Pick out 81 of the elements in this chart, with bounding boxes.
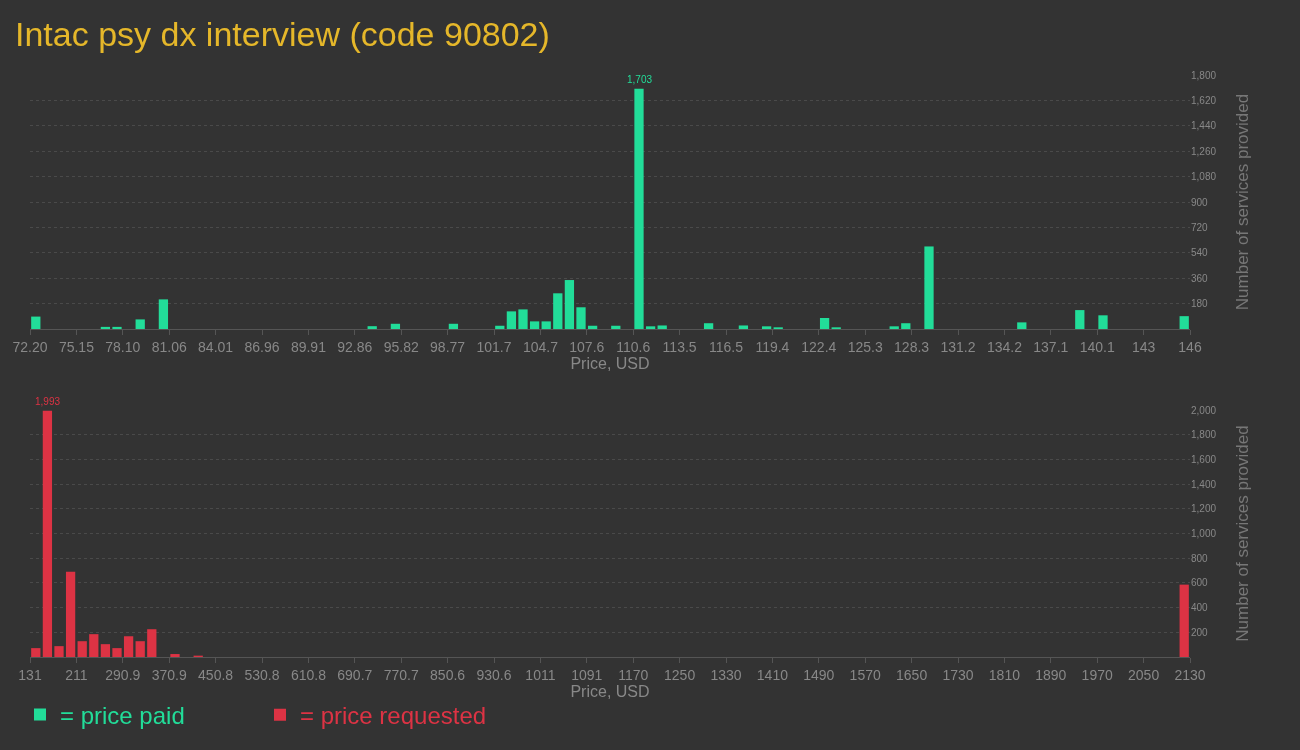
x-tick-label: 119.4 — [755, 338, 790, 355]
x-tick-label: 137.1 — [1033, 338, 1069, 355]
x-tick-label: 850.6 — [430, 666, 466, 683]
x-tick-label: 128.3 — [894, 338, 930, 355]
x-tick-label: 89.91 — [290, 338, 327, 355]
y-tick-label: 400 — [1191, 602, 1209, 614]
annotation: 1,703 — [627, 74, 653, 85]
x-tick-label: 1330 — [710, 666, 742, 683]
y-tick-label: 800 — [1191, 552, 1209, 564]
x-tick-label: 131 — [18, 666, 42, 683]
x-tick-label: 101.7 — [476, 338, 512, 355]
x-tick-label: 134.2 — [986, 338, 1023, 355]
y-tick-label: 1,260 — [1191, 145, 1217, 157]
x-tick-label: 1570 — [849, 666, 881, 683]
annotation: 1,993 — [35, 396, 61, 407]
x-tick-label: 95.82 — [383, 338, 419, 355]
x-tick-label: 110.6 — [616, 338, 651, 355]
y-tick-label: 1,620 — [1191, 94, 1217, 106]
x-tick-label: 143 — [1131, 338, 1156, 355]
x-tick-label: 1650 — [896, 666, 928, 683]
x-tick-label: 1170 — [618, 666, 649, 683]
x-axis-title: Price, USD — [570, 355, 650, 373]
x-tick-label: 1890 — [1035, 666, 1067, 683]
y-tick-label: 1,080 — [1191, 171, 1217, 183]
x-tick-label: 113.5 — [662, 338, 697, 355]
x-tick-label: 370.9 — [151, 666, 187, 683]
x-tick-label: 930.6 — [476, 666, 512, 683]
x-tick-label: 122.4 — [801, 338, 837, 355]
x-tick-label: 2050 — [1128, 666, 1160, 683]
x-tick-label: 146 — [1178, 338, 1202, 355]
x-tick-label: 86.96 — [244, 338, 280, 355]
y-tick-label: 1,800 — [1191, 429, 1217, 441]
x-tick-label: 290.9 — [105, 666, 141, 683]
y-tick-label: 540 — [1191, 247, 1209, 259]
x-tick-label: 104.7 — [522, 338, 559, 355]
x-tick-label: 1091 — [571, 666, 603, 683]
y-tick-label: 1,440 — [1191, 120, 1217, 132]
x-tick-label: 1410 — [756, 666, 789, 683]
y-tick-label: 1,800 — [1191, 69, 1217, 81]
y-tick-label: 200 — [1191, 626, 1209, 638]
y-tick-label: 1,400 — [1191, 478, 1217, 490]
x-tick-label: 770.7 — [383, 666, 419, 683]
x-tick-label: 690.7 — [337, 666, 373, 683]
chart-title: Intac psy dx interview (code 90802) — [15, 14, 550, 53]
x-tick-label: 450.8 — [198, 666, 234, 683]
y-tick-label: 1,000 — [1191, 528, 1217, 539]
x-tick-label: 78.10 — [105, 338, 141, 355]
x-tick-label: 81.06 — [151, 338, 187, 355]
x-tick-label: 140.1 — [1079, 338, 1115, 355]
x-tick-label: 610.8 — [290, 666, 327, 683]
x-tick-label: 116.5 — [709, 338, 744, 355]
y-tick-label: 720 — [1191, 221, 1209, 233]
y-tick-label: 2,000 — [1191, 404, 1217, 416]
y-tick-label: 180 — [1191, 298, 1209, 310]
legend-label: = price requested — [300, 702, 487, 730]
x-tick-label: 1730 — [942, 666, 974, 683]
y-tick-label: 360 — [1191, 272, 1209, 284]
x-tick-label: 211 — [65, 666, 88, 683]
x-tick-label: 530.8 — [244, 666, 280, 683]
x-tick-label: 1970 — [1081, 666, 1113, 683]
x-axis-title: Price, USD — [570, 683, 650, 701]
x-tick-label: 1490 — [803, 666, 835, 683]
x-tick-label: 107.6 — [569, 338, 605, 355]
x-tick-label: 98.77 — [430, 338, 466, 355]
y-tick-label: 1,600 — [1191, 453, 1217, 465]
y-axis-title: Number of services provided — [1232, 93, 1252, 311]
y-tick-label: 1,200 — [1191, 503, 1217, 515]
x-tick-label: 1011 — [525, 666, 556, 683]
x-tick-label: 84.01 — [198, 338, 234, 355]
x-tick-label: 131.2 — [940, 338, 976, 355]
legend-label: = price paid — [60, 701, 185, 729]
y-tick-label: 600 — [1191, 577, 1209, 589]
x-tick-label: 92.86 — [337, 338, 373, 355]
x-tick-label: 75.15 — [58, 338, 95, 355]
x-tick-label: 1250 — [664, 666, 696, 683]
x-tick-label: 1810 — [988, 666, 1021, 683]
x-tick-label: 2130 — [1174, 666, 1206, 683]
y-axis-title: Number of services provided — [1232, 425, 1252, 642]
x-tick-label: 125.3 — [847, 338, 883, 355]
y-tick-label: 900 — [1191, 196, 1209, 208]
x-tick-label: 72.20 — [12, 338, 48, 355]
